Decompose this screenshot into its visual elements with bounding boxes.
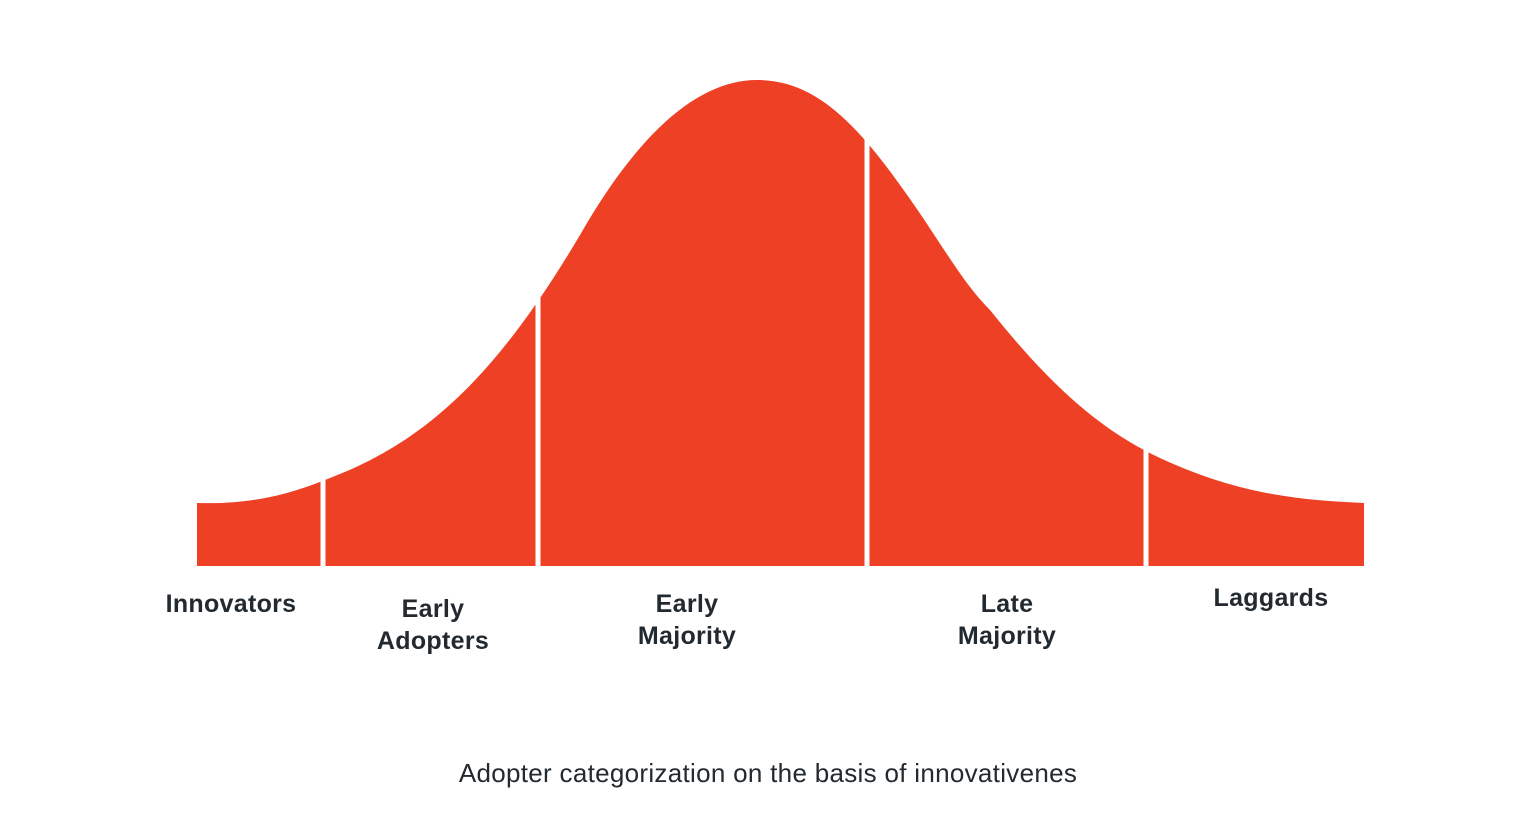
segment-label-innovators-line-1: Innovators	[165, 590, 297, 618]
segment-label-late-majority-line-1: Late	[980, 590, 1034, 618]
segment-label-early-adopters-line-2: Adopters	[376, 627, 490, 655]
segment-label-early-adopters-line-1: Early	[401, 595, 465, 623]
segment-label-laggards-line-1: Laggards	[1213, 584, 1329, 612]
segment-label-early-majority-line-2: Majority	[637, 622, 737, 650]
segment-label-late-majority: Late Majority	[907, 588, 1107, 652]
bell-curve-area	[197, 80, 1364, 566]
diagram-caption: Adopter categorization on the basis of i…	[458, 758, 1078, 788]
segment-label-innovators: Innovators	[131, 588, 331, 620]
segment-label-late-majority-line-2: Majority	[957, 622, 1057, 650]
segment-label-early-adopters: Early Adopters	[333, 593, 533, 657]
segment-label-early-majority-line-1: Early	[655, 590, 719, 618]
segment-label-laggards: Laggards	[1171, 582, 1371, 614]
segment-label-early-majority: Early Majority	[587, 588, 787, 652]
